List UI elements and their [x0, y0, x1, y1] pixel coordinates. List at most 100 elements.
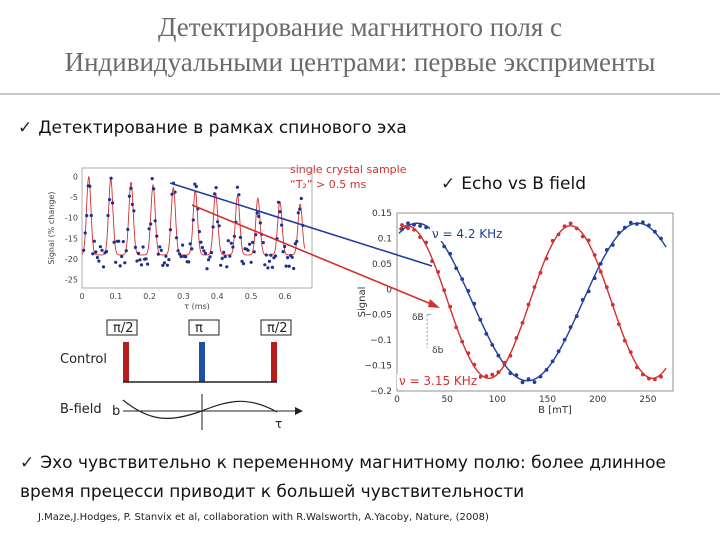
data-point: [628, 350, 633, 354]
y-tick-label: −0.15: [364, 362, 392, 372]
data-point: [472, 301, 477, 306]
data-point: [460, 277, 465, 281]
data-point: [538, 270, 543, 275]
data-point: [641, 372, 645, 377]
data-point: [257, 214, 261, 218]
data-point: [196, 207, 200, 211]
x-tick-label: 200: [589, 395, 606, 405]
data-point: [159, 248, 163, 252]
data-point: [156, 252, 160, 256]
data-point: [454, 325, 459, 330]
y-tick-label: −0.05: [364, 311, 392, 321]
data-point: [188, 242, 192, 246]
data-point: [412, 222, 416, 227]
data-point: [598, 269, 603, 274]
data-point: [246, 248, 250, 252]
data-point: [225, 265, 229, 269]
data-point: [418, 224, 422, 228]
data-point: [514, 336, 519, 340]
data-point: [526, 302, 531, 307]
data-point: [622, 338, 627, 343]
y-tick-label: −0.2: [370, 387, 392, 397]
data-point: [109, 176, 113, 180]
data-point: [280, 223, 284, 227]
data-point: [120, 254, 124, 259]
tau-symbol: τ: [275, 417, 282, 431]
data-point: [254, 233, 258, 237]
data-point: [174, 236, 179, 240]
data-point: [616, 230, 621, 235]
data-point: [580, 234, 585, 239]
bullet-spin-echo: ✓ Детектирование в рамках спинового эха: [18, 118, 407, 138]
echo-curves: [398, 220, 667, 385]
data-point: [251, 240, 255, 244]
data-point: [158, 245, 162, 249]
y-tick-label: -25: [65, 276, 78, 285]
sample-note-line1: single crystal sample: [290, 163, 407, 176]
data-point: [97, 259, 101, 263]
data-point: [424, 225, 428, 230]
data-point: [296, 211, 300, 215]
data-point: [165, 263, 169, 267]
data-point: [176, 249, 180, 253]
control-pulse-1: [123, 342, 129, 382]
data-point: [610, 243, 615, 247]
data-point: [586, 289, 591, 294]
data-point: [241, 262, 246, 266]
data-point: [574, 314, 579, 319]
data-point: [88, 184, 92, 188]
data-point: [106, 213, 110, 218]
data-point: [270, 265, 274, 269]
data-point: [641, 220, 645, 225]
data-point: [170, 192, 174, 196]
y-axis-label: Signal: [357, 287, 368, 318]
data-point: [562, 224, 567, 229]
citation: J.Maze,J.Hodges, P. Stanvix et al, colla…: [38, 512, 489, 523]
data-point: [448, 304, 453, 309]
data-point: [276, 200, 281, 204]
data-point: [478, 317, 483, 322]
b-symbol: b: [112, 404, 120, 419]
data-point: [281, 250, 285, 254]
data-point: [290, 255, 294, 259]
data-point: [628, 220, 633, 225]
data-point: [616, 322, 621, 326]
data-point: [150, 177, 154, 181]
x-tick-label: 0.3: [177, 292, 190, 301]
data-point: [412, 227, 416, 232]
x-tick-label: 250: [639, 395, 656, 405]
data-point: [653, 377, 657, 382]
data-point: [520, 320, 525, 325]
data-point: [284, 264, 288, 268]
data-point: [635, 365, 639, 370]
data-point: [124, 249, 128, 253]
data-point: [550, 238, 555, 243]
data-point: [496, 353, 501, 358]
echo-annotations: δB δb: [412, 313, 444, 356]
data-point: [206, 258, 211, 262]
data-point: [214, 186, 218, 190]
data-point: [153, 219, 157, 223]
data-point: [292, 266, 296, 271]
y-tick-label: 0.15: [372, 209, 392, 219]
data-point: [454, 266, 459, 271]
annotation-delta-B: δB: [412, 313, 424, 323]
data-point: [123, 261, 127, 265]
data-point: [129, 186, 133, 190]
data-point: [222, 250, 226, 254]
bullet-text: Детектирование в рамках спинового эха: [38, 118, 407, 138]
check-icon: ✓: [20, 453, 35, 473]
data-point: [544, 256, 549, 261]
data-point: [133, 245, 137, 249]
y-tick-label: -15: [65, 234, 78, 243]
data-point: [155, 234, 159, 238]
data-point: [478, 374, 483, 379]
data-point: [89, 213, 93, 218]
data-point: [436, 270, 440, 274]
data-point: [248, 242, 252, 246]
data-point: [231, 245, 235, 249]
title-divider: [0, 93, 720, 95]
data-point: [598, 261, 603, 266]
data-point: [263, 263, 267, 267]
series-line: [398, 222, 667, 382]
